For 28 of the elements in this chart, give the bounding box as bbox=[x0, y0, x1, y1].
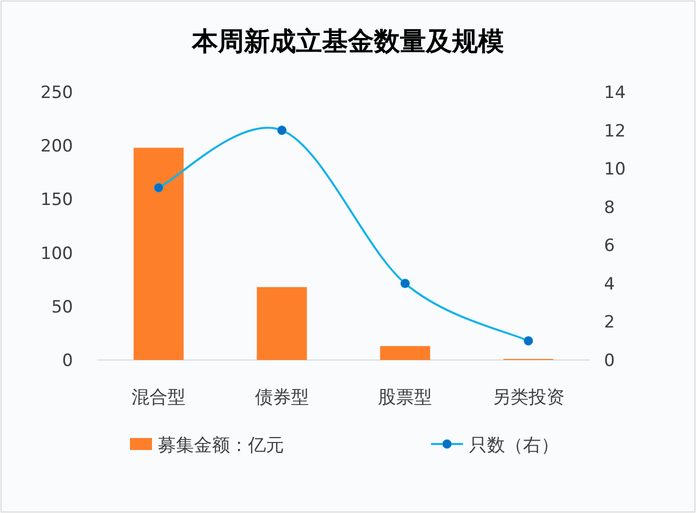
bar bbox=[256, 287, 307, 360]
point bbox=[277, 126, 287, 136]
point bbox=[154, 182, 164, 192]
y2-tick-label: 12 bbox=[604, 121, 626, 142]
y2-tick-label: 2 bbox=[604, 312, 615, 333]
legend-label: 募集金额：亿元 bbox=[158, 435, 284, 456]
bar bbox=[134, 148, 184, 360]
chart-title: 本周新成立基金数量及规模 bbox=[191, 27, 504, 57]
point bbox=[524, 336, 534, 346]
y2-tick-label: 6 bbox=[604, 236, 615, 256]
x-tick-label: 混合型 bbox=[132, 387, 186, 408]
y2-tick-label: 4 bbox=[604, 274, 615, 294]
legend-label: 只数（右） bbox=[469, 435, 559, 456]
x-tick-label: 另类投资 bbox=[492, 387, 564, 408]
x-tick-label: 债券型 bbox=[254, 387, 309, 408]
y-tick-label: 250 bbox=[40, 83, 73, 103]
y2-tick-label: 8 bbox=[604, 198, 615, 218]
y-tick-label: 100 bbox=[40, 244, 73, 264]
y2-tick-label: 0 bbox=[604, 351, 615, 371]
y-tick-label: 200 bbox=[40, 136, 73, 157]
x-tick-label: 股票型 bbox=[378, 387, 432, 408]
y-tick-label: 50 bbox=[51, 297, 73, 318]
point bbox=[400, 278, 410, 288]
y-tick-label: 0 bbox=[62, 351, 73, 371]
y2-tick-label: 10 bbox=[604, 160, 626, 180]
bar bbox=[380, 346, 430, 360]
y2-tick-label: 14 bbox=[604, 83, 626, 103]
y-tick-label: 150 bbox=[40, 190, 73, 210]
